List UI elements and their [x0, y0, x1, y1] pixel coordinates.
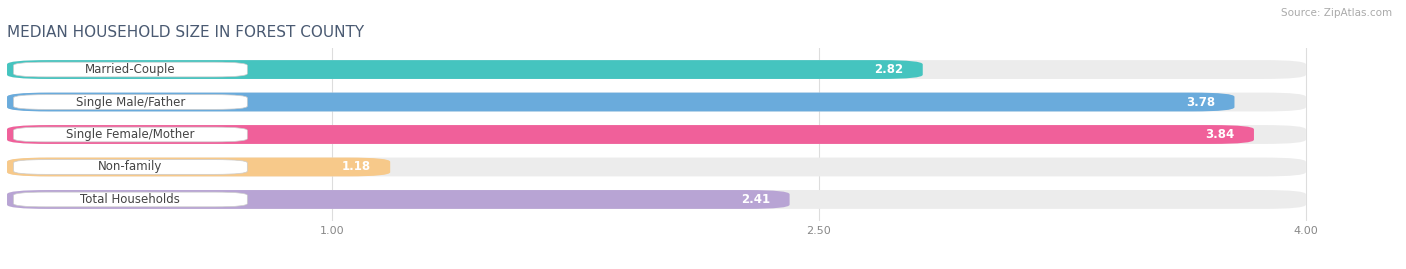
Text: 1.18: 1.18	[342, 161, 371, 174]
FancyBboxPatch shape	[7, 93, 1306, 111]
Text: 2.82: 2.82	[875, 63, 903, 76]
Text: Single Male/Father: Single Male/Father	[76, 95, 186, 108]
Text: 3.84: 3.84	[1205, 128, 1234, 141]
Text: MEDIAN HOUSEHOLD SIZE IN FOREST COUNTY: MEDIAN HOUSEHOLD SIZE IN FOREST COUNTY	[7, 25, 364, 40]
FancyBboxPatch shape	[14, 127, 247, 142]
FancyBboxPatch shape	[7, 93, 1234, 111]
Text: 2.41: 2.41	[741, 193, 770, 206]
FancyBboxPatch shape	[7, 60, 1306, 79]
FancyBboxPatch shape	[14, 192, 247, 207]
FancyBboxPatch shape	[7, 190, 1306, 209]
FancyBboxPatch shape	[14, 62, 247, 77]
FancyBboxPatch shape	[14, 160, 247, 174]
Text: Source: ZipAtlas.com: Source: ZipAtlas.com	[1281, 8, 1392, 18]
FancyBboxPatch shape	[7, 60, 922, 79]
Text: 3.78: 3.78	[1185, 95, 1215, 108]
FancyBboxPatch shape	[7, 158, 1306, 176]
Text: Married-Couple: Married-Couple	[86, 63, 176, 76]
Text: Single Female/Mother: Single Female/Mother	[66, 128, 194, 141]
FancyBboxPatch shape	[7, 190, 790, 209]
FancyBboxPatch shape	[7, 125, 1306, 144]
Text: Non-family: Non-family	[98, 161, 163, 174]
FancyBboxPatch shape	[7, 125, 1254, 144]
FancyBboxPatch shape	[7, 158, 391, 176]
FancyBboxPatch shape	[14, 95, 247, 109]
Text: Total Households: Total Households	[80, 193, 180, 206]
